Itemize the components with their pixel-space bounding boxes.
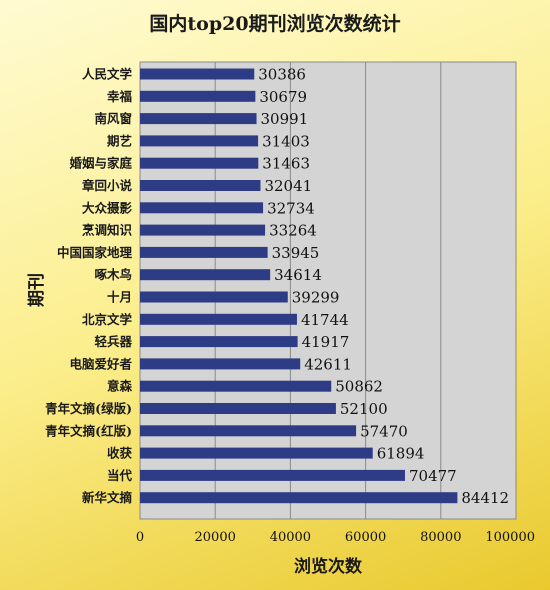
category-label: 收获: [107, 446, 133, 461]
bar: [140, 180, 261, 191]
value-label: 30679: [259, 88, 307, 106]
value-labels: 30386 30679 30991 31403 31463 32041 32734 33264…: [258, 66, 509, 508]
value-label: 61894: [377, 445, 425, 463]
category-label: 中国国家地理: [57, 245, 133, 260]
value-label: 32041: [264, 177, 312, 195]
category-label: 婚姻与家庭: [68, 156, 132, 171]
category-label: 人民文学: [82, 67, 133, 82]
category-label: 南风窗: [94, 111, 132, 126]
chart-title: 国内top20期刊浏览次数统计: [149, 12, 400, 35]
value-label: 30991: [261, 110, 309, 128]
bar: [140, 269, 271, 281]
category-label: 烹调知识: [82, 223, 133, 238]
bar: [140, 403, 336, 414]
category-label: 啄木鸟: [94, 267, 132, 282]
value-label: 31463: [262, 155, 310, 173]
bar: [140, 358, 301, 370]
category-label: 青年文摘(绿版): [45, 401, 132, 416]
value-label: 41917: [302, 333, 350, 351]
value-label: 84412: [461, 489, 509, 507]
bar: [140, 157, 259, 169]
value-label: 34614: [274, 266, 322, 284]
x-axis-ticks: 0 20000 40000 60000 80000 100000: [136, 530, 535, 545]
value-label: 31403: [262, 132, 310, 150]
value-label: 41744: [301, 311, 349, 329]
bars-group: [140, 68, 458, 504]
x-tick-label: 0: [136, 530, 144, 545]
bar: [140, 113, 257, 125]
bar: [140, 68, 255, 80]
bar: [140, 469, 405, 481]
x-tick-label: 60000: [345, 530, 386, 545]
category-label: 意森: [107, 379, 133, 394]
category-label: 当代: [107, 468, 133, 483]
value-label: 30386: [258, 66, 306, 84]
category-label: 章回小说: [82, 178, 133, 193]
bar: [140, 492, 458, 504]
category-label: 幸福: [107, 89, 133, 104]
category-label: 青年文摘(红版): [45, 423, 132, 438]
category-label: 期艺: [107, 133, 132, 148]
bar: [140, 380, 332, 392]
x-tick-label: 20000: [195, 530, 236, 545]
value-label: 42611: [304, 355, 352, 373]
bar: [140, 447, 373, 459]
category-label: 十月: [107, 290, 132, 305]
category-label: 电脑爱好者: [69, 356, 132, 371]
category-label: 新华文摘: [82, 490, 133, 505]
x-axis-title: 浏览次数: [294, 556, 363, 577]
bar: [140, 202, 264, 214]
bar: [140, 291, 288, 303]
bar: [140, 425, 357, 437]
category-label: 大众摄影: [82, 200, 133, 215]
bar: [140, 224, 266, 236]
category-label: 北京文学: [82, 312, 133, 327]
value-label: 33264: [269, 222, 317, 240]
x-tick-label: 80000: [420, 530, 461, 545]
value-label: 57470: [360, 422, 408, 440]
x-tick-label: 100000: [485, 530, 535, 545]
y-axis-title: 期刊: [27, 273, 47, 307]
category-labels: 人民文学幸福南风窗期艺婚姻与家庭章回小说大众摄影烹调知识中国国家地理啄木鸟十月北…: [45, 67, 132, 506]
value-label: 39299: [292, 289, 340, 307]
category-label: 轻兵器: [94, 334, 132, 349]
bar: [140, 246, 268, 258]
bar: [140, 313, 297, 325]
bar: [140, 90, 256, 102]
bar: [140, 336, 298, 348]
value-label: 32734: [267, 199, 315, 217]
value-label: 70477: [409, 467, 457, 485]
value-label: 33945: [272, 244, 320, 262]
x-tick-label: 40000: [270, 530, 311, 545]
bar: [140, 135, 259, 147]
value-label: 52100: [340, 400, 388, 418]
value-label: 50862: [335, 378, 383, 396]
